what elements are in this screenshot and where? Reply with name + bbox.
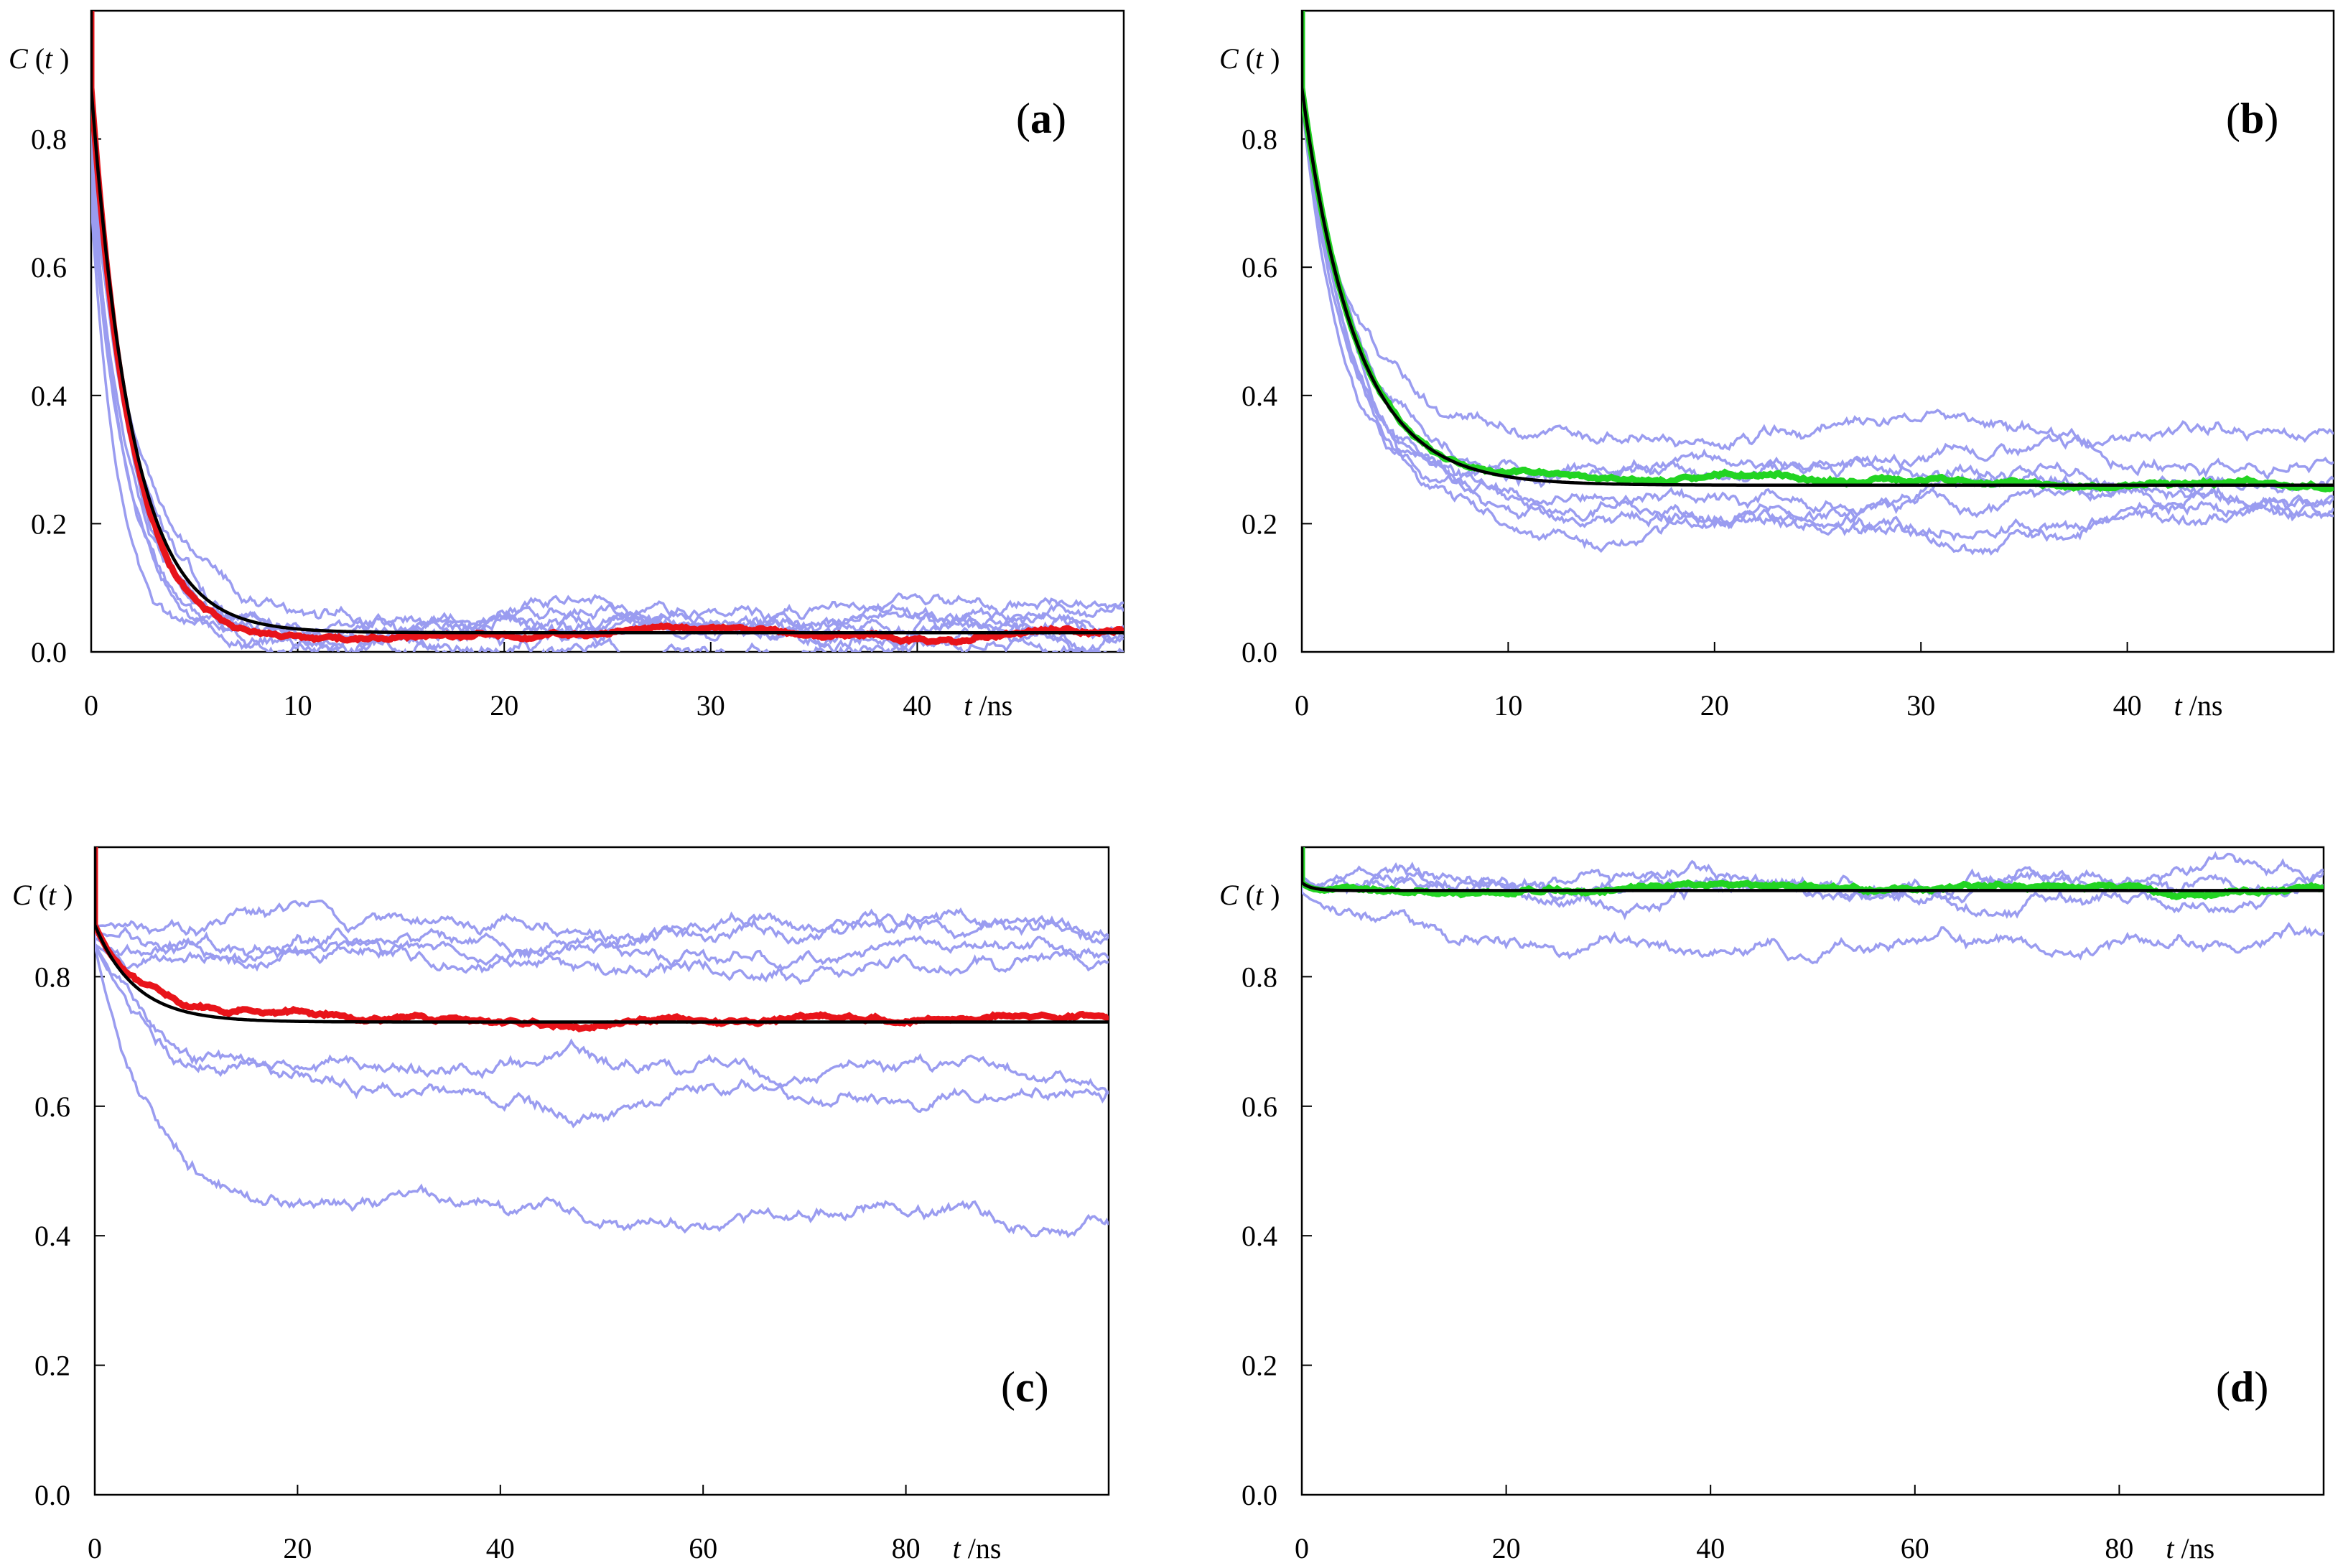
y-tick-label: 0.6 [31, 251, 67, 284]
y-tick-label: 0.2 [1242, 1350, 1277, 1382]
individual-series-line [91, 11, 1124, 652]
y-tick-label: 0.0 [31, 636, 67, 668]
x-tick-label: 20 [1700, 689, 1729, 722]
chart-d: 0.0 0.2 0.4 0.6 0.8 0 20 40 60 80 C (t ) t /ns (d) [1219, 846, 2325, 1564]
individual-series-line [1302, 11, 2334, 522]
individual-series-line [91, 11, 1108, 652]
x-axis-label: t /ns [953, 1532, 1002, 1564]
plot-frame [1300, 846, 2325, 1496]
fit-line [91, 11, 1124, 635]
x-tick-label: 10 [284, 689, 312, 722]
average-series-line [95, 847, 1109, 1032]
y-tick-label: 0.4 [1242, 1220, 1277, 1252]
x-tick-label: 30 [697, 689, 725, 722]
chart-c: 0.0 0.2 0.4 0.6 0.8 0 20 40 60 80 C (t ) t /ns (c) [12, 846, 1110, 1564]
x-axis-label: t /ns [2166, 1532, 2214, 1564]
fit-line [1302, 11, 2334, 487]
y-tick-label: 0.6 [34, 1091, 70, 1123]
y-tick-label: 0.2 [1242, 508, 1277, 540]
y-tick-label: 0.0 [1242, 636, 1277, 668]
individual-series-line [91, 11, 1124, 644]
panel-a: 0.0 0.2 0.4 0.6 0.8 0 10 20 30 40 C (t ) t /ns (a) [0, 0, 1163, 768]
chart-b: 0.0 0.2 0.4 0.6 0.8 0 10 20 30 40 C (t ) t /ns (b) [1219, 9, 2335, 722]
x-tick-label: 60 [1901, 1532, 1929, 1564]
x-tick-label: 20 [283, 1532, 312, 1564]
x-tick-label: 60 [689, 1532, 717, 1564]
chart-a: 0.0 0.2 0.4 0.6 0.8 0 10 20 30 40 C (t ) t /ns (a) [9, 9, 1125, 722]
fit-line [1302, 847, 2324, 892]
series-group [95, 847, 1109, 1238]
x-tick-label: 80 [892, 1532, 921, 1564]
series-group [1302, 847, 2324, 965]
individual-series-line [95, 847, 1109, 1238]
individual-series-line [91, 11, 1124, 652]
individual-series-line [1302, 11, 2334, 451]
y-tick-label: 0.0 [1242, 1479, 1277, 1511]
x-tick-label: 30 [1906, 689, 1935, 722]
individual-series-line [1302, 11, 2334, 526]
individual-series-line [1302, 11, 2334, 542]
x-tick-label: 40 [1696, 1532, 1725, 1564]
x-tick-label: 40 [903, 689, 931, 722]
series-group [1302, 11, 2334, 556]
x-tick-label: 0 [1295, 689, 1309, 722]
x-tick-label: 40 [486, 1532, 515, 1564]
y-tick-label: 0.2 [31, 508, 67, 540]
x-tick-label: 0 [1295, 1532, 1309, 1564]
fit-line [95, 847, 1109, 1024]
panel-label: (b) [2226, 95, 2278, 142]
panel-b: 0.0 0.2 0.4 0.6 0.8 0 10 20 30 40 C (t ) t /ns (b) [1178, 0, 2341, 768]
individual-series-line [95, 847, 1109, 979]
individual-series-line [95, 847, 1109, 946]
y-tick-label: 0.0 [34, 1479, 70, 1511]
y-axis-label: C (t ) [1219, 42, 1280, 75]
y-tick-label: 0.6 [1242, 251, 1277, 284]
x-tick-label: 20 [1492, 1532, 1521, 1564]
series-group [91, 11, 1124, 652]
plot-frame [1300, 9, 2335, 653]
individual-series-line [1302, 847, 2324, 906]
y-axis-label: C (t ) [1219, 879, 1280, 911]
panel-label: (d) [2216, 1363, 2268, 1411]
y-tick-label: 0.4 [1242, 380, 1277, 412]
x-axis-label: t /ns [2174, 689, 2223, 722]
individual-series-line [1302, 11, 2334, 497]
average-series-line [91, 11, 1124, 646]
plot-frame [93, 846, 1110, 1496]
y-tick-label: 0.6 [1242, 1091, 1277, 1123]
panel-c: 0.0 0.2 0.4 0.6 0.8 0 20 40 60 80 C (t ) t /ns (c) [0, 797, 1163, 1568]
x-tick-label: 0 [84, 689, 98, 722]
x-axis-label: t /ns [964, 689, 1012, 722]
x-tick-label: 20 [490, 689, 518, 722]
y-tick-label: 0.8 [1242, 961, 1277, 993]
individual-series-line [91, 11, 1124, 642]
plot-frame [90, 9, 1125, 653]
y-tick-label: 0.2 [34, 1350, 70, 1382]
x-tick-label: 40 [2113, 689, 2142, 722]
individual-series-line [1302, 11, 2334, 485]
panel-label: (c) [1001, 1363, 1049, 1411]
x-tick-label: 80 [2105, 1532, 2133, 1564]
individual-series-line [95, 847, 1109, 959]
y-tick-label: 0.4 [31, 380, 67, 412]
individual-series-line [1302, 847, 2324, 965]
panel-label: (a) [1016, 95, 1066, 142]
y-axis-label: C (t ) [9, 42, 69, 75]
y-tick-label: 0.8 [1242, 123, 1277, 156]
average-series-line [1302, 11, 2334, 493]
individual-series-line [95, 847, 1109, 1129]
y-tick-label: 0.4 [34, 1220, 70, 1252]
individual-series-line [95, 847, 1109, 986]
panel-d: 0.0 0.2 0.4 0.6 0.8 0 20 40 60 80 C (t ) t /ns (d) [1178, 797, 2341, 1568]
y-tick-label: 0.8 [31, 123, 67, 156]
individual-series-line [91, 11, 1124, 648]
individual-series-line [1302, 11, 2334, 556]
y-axis-label: C (t ) [12, 879, 73, 911]
x-tick-label: 0 [88, 1532, 102, 1564]
y-tick-label: 0.8 [34, 961, 70, 993]
individual-series-line [91, 11, 1124, 652]
x-tick-label: 10 [1494, 689, 1522, 722]
